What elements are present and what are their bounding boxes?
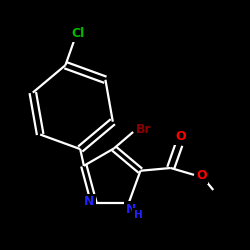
Text: O: O <box>175 130 186 143</box>
Text: N: N <box>84 196 94 208</box>
Text: Cl: Cl <box>71 27 85 40</box>
Text: Br: Br <box>136 123 152 136</box>
Text: H: H <box>134 210 142 220</box>
Text: O: O <box>196 170 207 182</box>
Text: N: N <box>126 203 136 216</box>
